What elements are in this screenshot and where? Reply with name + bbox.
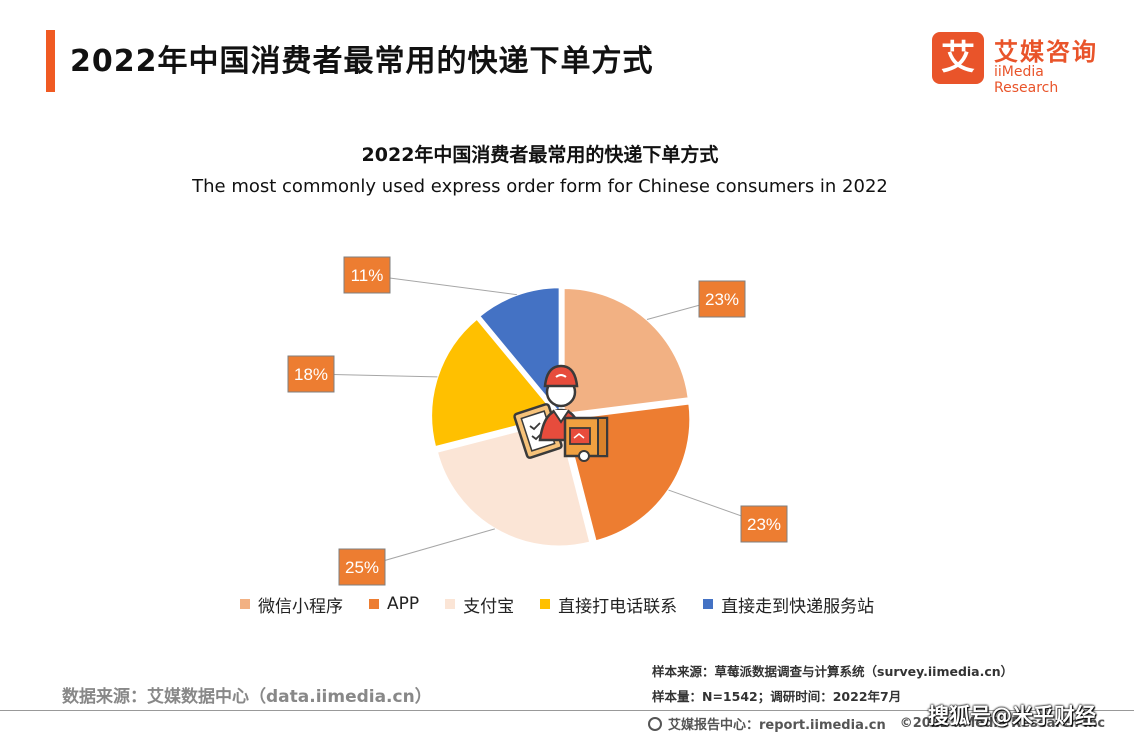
legend-item: APP xyxy=(369,592,419,616)
globe-icon xyxy=(648,716,662,731)
data-label-box xyxy=(698,280,746,318)
page-title: 2022年中国消费者最常用的快递下单方式 xyxy=(70,44,654,79)
data-labels: 23% 23% 25% 18% 11% xyxy=(287,256,788,586)
courier-icon xyxy=(513,364,609,462)
data-label: 23% xyxy=(705,290,739,309)
footer-divider xyxy=(0,710,1134,711)
watermark: 搜狐号@米乎财经 xyxy=(928,704,1096,728)
footer-bar: 艾媒报告中心：report.iimedia.cn ©2022 iiMedia R… xyxy=(648,714,1105,733)
legend-swatch xyxy=(445,599,456,609)
data-label: 25% xyxy=(345,558,379,577)
chart-legend: 微信小程序 APP 支付宝 直接打电话联系 直接走到快递服务站 xyxy=(240,592,900,617)
brand-logo: 艾 艾媒咨询 iiMedia Research xyxy=(932,32,1112,96)
data-source: 数据来源：艾媒数据中心（data.iimedia.cn） xyxy=(62,687,432,707)
legend-item: 支付宝 xyxy=(445,592,515,617)
data-label-box xyxy=(740,505,788,543)
legend-label: 微信小程序 xyxy=(258,596,343,617)
data-label: 11% xyxy=(351,266,384,285)
data-label-box xyxy=(287,355,335,393)
data-label-box xyxy=(338,548,386,586)
pie-slice xyxy=(477,286,561,417)
chart-subtitle: The most commonly used express order for… xyxy=(192,176,888,197)
logo-icon: 艾 xyxy=(932,32,984,84)
legend-swatch xyxy=(540,599,551,609)
report-center-link[interactable]: 艾媒报告中心：report.iimedia.cn xyxy=(668,718,886,733)
data-label-box xyxy=(343,256,391,294)
logo-cn-text: 艾媒咨询 xyxy=(994,38,1098,66)
sample-size: 样本量：N=1542；调研时间：2022年7月 xyxy=(652,689,902,704)
legend-swatch xyxy=(240,599,250,609)
data-label: 23% xyxy=(747,515,781,534)
legend-swatch xyxy=(703,599,714,609)
sample-source: 样本来源：草莓派数据调查与计算系统（survey.iimedia.cn） xyxy=(652,664,1014,679)
data-label: 18% xyxy=(294,365,328,384)
legend-label: APP xyxy=(387,594,420,614)
title-accent-bar xyxy=(46,30,55,92)
leader-line xyxy=(366,274,518,296)
legend-label: 直接打电话联系 xyxy=(558,596,678,617)
chart-title: 2022年中国消费者最常用的快递下单方式 xyxy=(361,144,719,166)
logo-en-text: iiMedia Research xyxy=(994,64,1059,96)
legend-item: 微信小程序 xyxy=(240,592,343,617)
legend-swatch xyxy=(369,599,379,609)
legend-item: 直接打电话联系 xyxy=(540,592,678,617)
pie-slice xyxy=(562,286,690,416)
legend-label: 直接走到快递服务站 xyxy=(721,596,875,617)
copyright: ©2022 iiMedia Research Inc xyxy=(899,716,1106,731)
legend-label: 支付宝 xyxy=(463,596,515,617)
legend-item: 直接走到快递服务站 xyxy=(703,592,875,617)
